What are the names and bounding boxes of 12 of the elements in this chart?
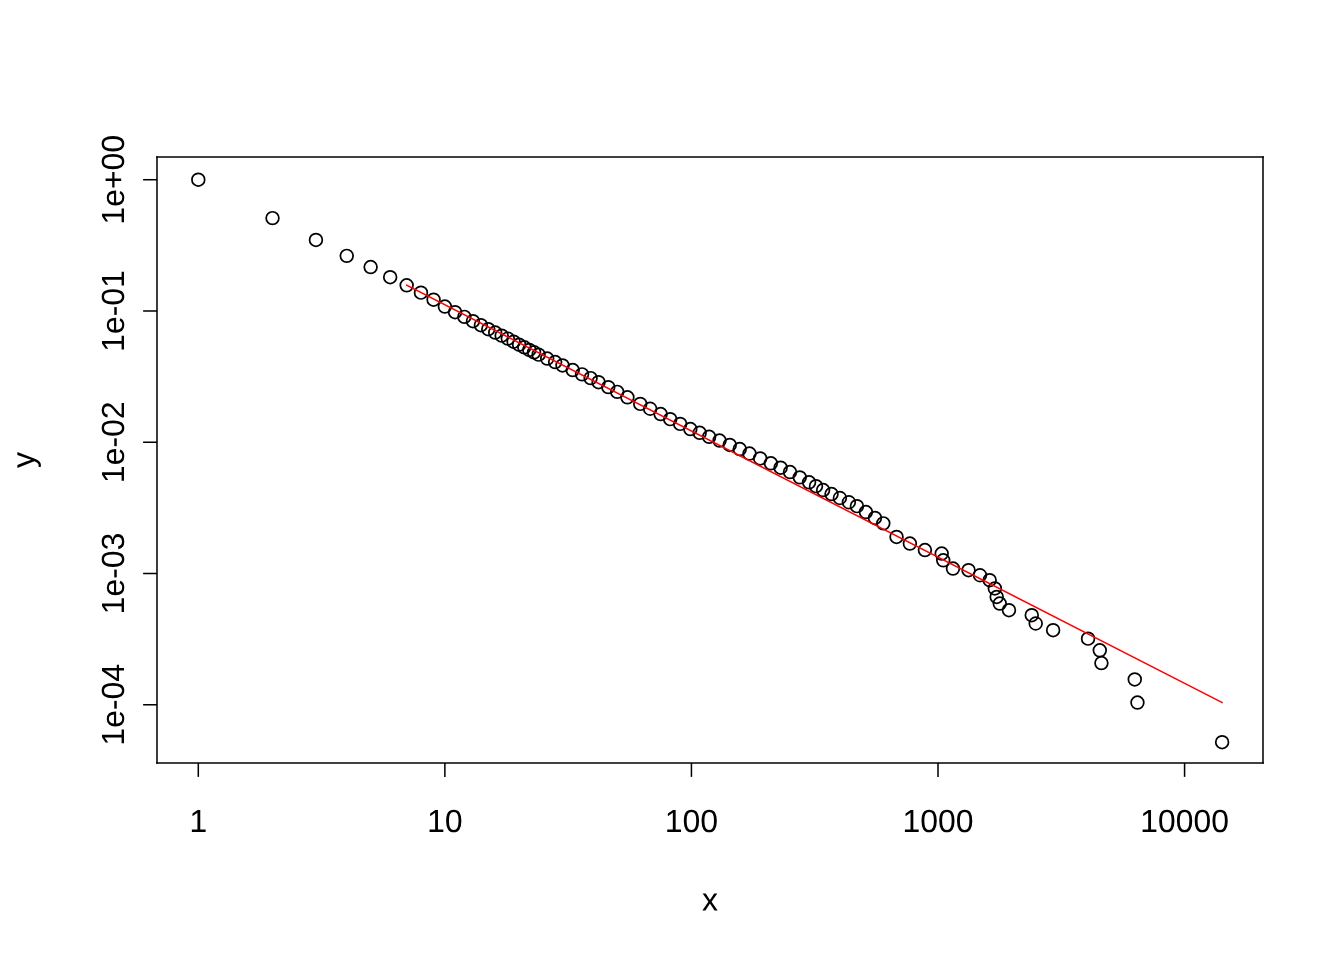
- y-tick-label: 1e-02: [101, 403, 125, 481]
- y-axis-title: y: [17, 452, 41, 468]
- x-tick-label: 100: [667, 809, 717, 833]
- y-tick-label: 1e-04: [101, 664, 125, 744]
- x-tick-label: 1: [191, 810, 206, 832]
- x-tick-label: 10: [429, 809, 462, 833]
- y-tick-label: 1e-01: [101, 271, 125, 350]
- x-axis-title: x: [702, 893, 718, 911]
- y-tick-label: 1e+00: [101, 136, 125, 223]
- x-tick-label: 1000: [904, 809, 973, 833]
- x-tick-label: 10000: [1142, 809, 1228, 833]
- y-tick-label: 1e-03: [101, 534, 125, 612]
